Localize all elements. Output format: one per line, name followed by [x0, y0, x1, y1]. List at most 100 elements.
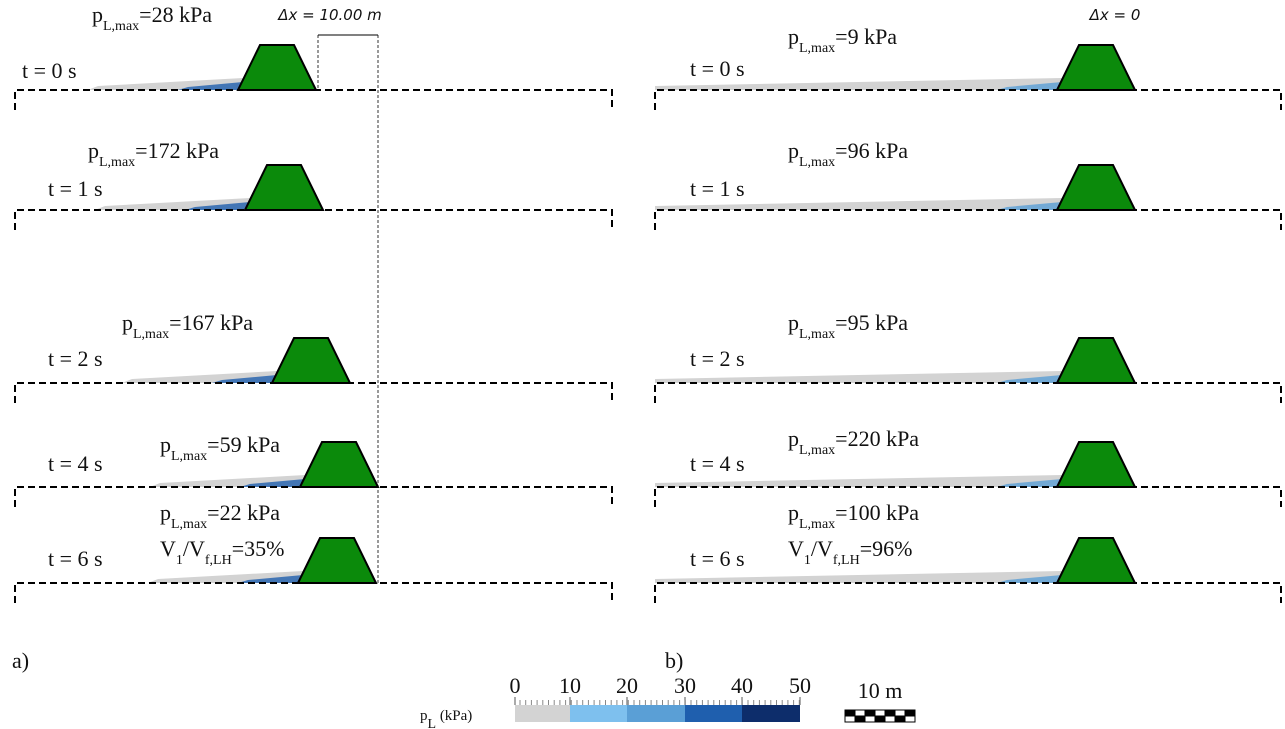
max-pressure: pL,max=96 kPa [788, 138, 908, 170]
pressure-value: =100 kPa [835, 500, 919, 525]
pressure-subscript: L,max [799, 327, 835, 342]
pressure-value: =28 kPa [139, 2, 212, 27]
dam [1057, 45, 1135, 90]
colorbar-tick-label: 30 [674, 673, 696, 698]
pressure-subscript: L,max [799, 155, 835, 170]
pressure-symbol: p [788, 24, 799, 49]
max-pressure: pL,max=220 kPa [788, 426, 919, 458]
pressure-value: =9 kPa [835, 24, 897, 49]
ground-line [15, 383, 612, 403]
ground-line [655, 210, 1281, 230]
pressure-subscript: L,max [171, 449, 207, 464]
dam [1057, 165, 1135, 210]
time-label: t = 4 s [48, 451, 103, 476]
pressure-value: =59 kPa [207, 432, 280, 457]
max-pressure: pL,max=172 kPa [88, 138, 219, 170]
pressure-subscript: L,max [799, 41, 835, 56]
time-label: t = 1 s [690, 176, 745, 201]
pressure-symbol: p [92, 2, 103, 27]
volume-subscript: 1 [804, 553, 811, 568]
ground-line [655, 90, 1281, 110]
ground-line [15, 90, 612, 110]
time-label: t = 6 s [48, 546, 103, 571]
time-label: t = 4 s [690, 451, 745, 476]
max-pressure: pL,max=22 kPa [160, 500, 280, 532]
dam [298, 538, 376, 583]
colorbar-tick-label: 0 [510, 673, 521, 698]
scale-bar-label: 10 m [858, 678, 903, 703]
time-label: t = 0 s [22, 58, 77, 83]
pressure-subscript: L,max [799, 517, 835, 532]
panel-label: a) [12, 648, 29, 673]
colorbar-subscript: L [428, 717, 437, 729]
dam [1057, 442, 1135, 487]
volume-ratio: V1/Vf,LH=96% [788, 536, 912, 568]
pressure-subscript: L,max [103, 19, 139, 34]
colorbar [515, 705, 800, 722]
dam [238, 45, 316, 90]
dam [245, 165, 323, 210]
max-pressure: pL,max=167 kPa [122, 310, 253, 342]
max-pressure: pL,max=95 kPa [788, 310, 908, 342]
max-pressure: pL,max=100 kPa [788, 500, 919, 532]
volume-subscript: 1 [176, 553, 183, 568]
volume-symbol: V [788, 536, 804, 561]
pressure-symbol: p [788, 426, 799, 451]
pressure-symbol: p [788, 500, 799, 525]
colorbar-tick-label: 50 [789, 673, 811, 698]
max-pressure: pL,max=59 kPa [160, 432, 280, 464]
pressure-symbol: p [160, 432, 171, 457]
pressure-value: =220 kPa [835, 426, 919, 451]
colorbar-symbol: p [420, 708, 428, 724]
dam [1057, 338, 1135, 383]
colorbar-tick-label: 40 [731, 673, 753, 698]
dam [1057, 538, 1135, 583]
ground-line [655, 487, 1281, 507]
volume-over: /V [183, 536, 205, 561]
time-label: t = 1 s [48, 176, 103, 201]
offset-annotation: Δx = 0 [1089, 6, 1141, 24]
pressure-value: =22 kPa [207, 500, 280, 525]
colorbar-unit: (kPa) [436, 708, 472, 724]
ground-line [15, 487, 612, 507]
pressure-value: =167 kPa [169, 310, 253, 335]
figure: a)Δx = 10.00 mt = 0 spL,max=28 kPat = 1 … [0, 0, 1285, 729]
pressure-subscript: L,max [171, 517, 207, 532]
colorbar-tick-label: 20 [616, 673, 638, 698]
volume-over-subscript: f,LH [205, 553, 232, 568]
pressure-symbol: p [788, 138, 799, 163]
volume-over-subscript: f,LH [833, 553, 860, 568]
pressure-subscript: L,max [99, 155, 135, 170]
ground-line [655, 383, 1281, 403]
colorbar-label: pL (kPa) [420, 708, 472, 729]
colorbar-tick-label: 10 [559, 673, 581, 698]
pressure-subscript: L,max [799, 443, 835, 458]
volume-symbol: V [160, 536, 176, 561]
volume-over: /V [811, 536, 833, 561]
scale-bar-graphic [845, 710, 915, 722]
pressure-value: =172 kPa [135, 138, 219, 163]
max-pressure: pL,max=9 kPa [788, 24, 897, 56]
pressure-value: =95 kPa [835, 310, 908, 335]
ground-line [15, 583, 612, 603]
pressure-symbol: p [122, 310, 133, 335]
panel-label: b) [665, 648, 683, 673]
ground-line [15, 210, 612, 230]
pressure-value: =96 kPa [835, 138, 908, 163]
volume-value: =96% [860, 536, 913, 561]
dam [300, 442, 378, 487]
time-label: t = 2 s [690, 346, 745, 371]
dam [272, 338, 350, 383]
pressure-symbol: p [160, 500, 171, 525]
pressure-symbol: p [88, 138, 99, 163]
volume-ratio: V1/Vf,LH=35% [160, 536, 284, 568]
time-label: t = 0 s [690, 56, 745, 81]
time-label: t = 6 s [690, 546, 745, 571]
volume-value: =35% [232, 536, 285, 561]
ground-line [655, 583, 1281, 603]
pressure-subscript: L,max [133, 327, 169, 342]
time-label: t = 2 s [48, 346, 103, 371]
max-pressure: pL,max=28 kPa [92, 2, 212, 34]
offset-annotation: Δx = 10.00 m [277, 6, 382, 24]
pressure-symbol: p [788, 310, 799, 335]
